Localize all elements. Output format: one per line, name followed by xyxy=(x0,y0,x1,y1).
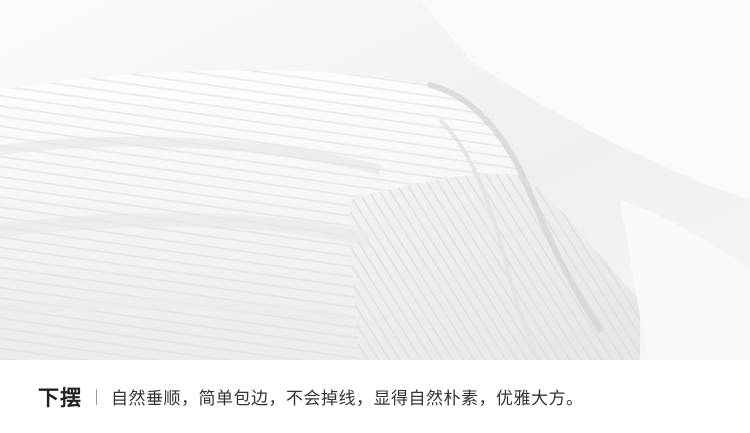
caption-description: 自然垂顺，简单包边，不会掉线，显得自然朴素，优雅大方。 xyxy=(111,384,584,409)
fabric-hem-illustration xyxy=(0,0,750,360)
fabric-hem-photo xyxy=(0,0,750,360)
caption-bar: 下摆 自然垂顺，简单包边，不会掉线，显得自然朴素，优雅大方。 xyxy=(0,360,750,433)
caption-title: 下摆 xyxy=(38,382,82,412)
caption-divider xyxy=(96,389,97,405)
